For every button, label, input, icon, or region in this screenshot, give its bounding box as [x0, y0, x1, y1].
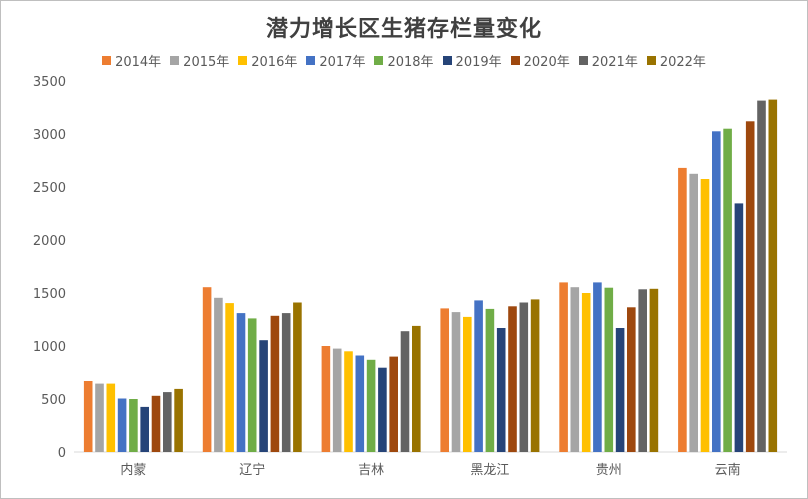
y-tick-label: 2500	[33, 181, 66, 196]
bar	[745, 121, 755, 453]
bar	[225, 303, 234, 452]
bar	[366, 359, 376, 452]
legend-label: 2022年	[659, 55, 706, 70]
bar	[570, 287, 580, 452]
x-tick-label: 黑龙江	[470, 463, 509, 478]
bar	[400, 331, 410, 452]
x-tick-label: 贵州	[596, 463, 622, 478]
legend-swatch	[170, 56, 180, 65]
y-tick-label: 1000	[33, 340, 66, 355]
y-tick-label: 2000	[33, 234, 66, 249]
bar	[627, 307, 636, 452]
bar	[712, 131, 721, 453]
bar	[83, 381, 93, 452]
bar	[321, 346, 331, 452]
bar	[129, 399, 138, 452]
legend-item-6: 2020年	[510, 51, 570, 70]
bar	[593, 282, 602, 452]
bar	[95, 383, 104, 452]
legend-swatch	[646, 56, 656, 65]
legend-swatch	[102, 56, 112, 65]
legend-item-1: 2015年	[170, 51, 229, 70]
legend-swatch	[306, 56, 316, 65]
legend-label: 2017年	[319, 55, 366, 70]
bar	[293, 302, 302, 452]
bar	[615, 328, 625, 452]
bar	[281, 313, 291, 452]
x-tick-label: 内蒙	[120, 462, 146, 478]
y-tick-label: 3000	[33, 128, 66, 143]
bar	[519, 302, 529, 452]
bar	[117, 398, 127, 452]
bar	[508, 306, 517, 453]
bar	[463, 316, 472, 452]
bar	[355, 355, 365, 452]
bar	[440, 308, 449, 452]
bar	[140, 406, 149, 452]
legend-label: 2018年	[387, 55, 434, 70]
y-tick-label: 500	[41, 393, 66, 408]
legend-item-7: 2021年	[578, 51, 638, 70]
legend-swatch	[374, 56, 384, 65]
bar	[106, 383, 116, 452]
y-tick-label: 3500	[33, 75, 66, 90]
bar	[270, 315, 280, 452]
bar	[332, 348, 342, 452]
legend-item-5: 2019年	[442, 51, 502, 70]
bar	[638, 289, 647, 452]
legend-label: 2016年	[251, 55, 298, 70]
bar	[559, 282, 568, 452]
legend-swatch	[238, 56, 248, 65]
bar	[474, 300, 483, 452]
legend-item-0: 2014年	[102, 51, 161, 70]
legend-swatch	[578, 56, 588, 65]
bar	[451, 312, 461, 452]
bar	[768, 99, 778, 452]
bar	[678, 167, 687, 452]
x-tick-label: 辽宁	[239, 462, 265, 478]
bar	[378, 367, 387, 452]
chart-title: 潜力增长区生猪存栏量变化	[265, 17, 542, 42]
bar	[412, 325, 421, 452]
legend-item-3: 2017年	[306, 51, 365, 70]
legend-label: 2021年	[591, 55, 638, 70]
legend-label: 2020年	[523, 55, 570, 70]
y-tick-label: 1500	[33, 287, 66, 302]
bar	[389, 356, 398, 452]
legend-label: 2019年	[455, 55, 502, 70]
chart-legend: 2014年 2015年 2016年 2017年 2018年 2019年 2020年 2021年…	[1, 51, 807, 70]
bar	[485, 308, 495, 452]
y-tick-label: 0	[58, 446, 66, 461]
bar	[151, 395, 161, 452]
bar	[700, 179, 710, 452]
bar	[530, 299, 540, 452]
x-tick-label: 吉林	[358, 463, 384, 478]
bar	[202, 287, 212, 452]
bar	[236, 313, 246, 452]
legend-label: 2015年	[183, 55, 230, 70]
bar	[344, 351, 353, 452]
bar	[734, 203, 744, 452]
bar	[214, 297, 223, 452]
legend-label: 2014年	[115, 55, 162, 70]
legend-swatch	[442, 56, 452, 65]
legend-item-2: 2016年	[238, 51, 297, 70]
legend-item-8: 2022年	[646, 51, 706, 70]
bar	[163, 392, 172, 452]
bar	[496, 328, 506, 452]
bar	[259, 340, 268, 452]
bar	[247, 318, 257, 452]
bar	[649, 288, 659, 452]
legend-item-4: 2018年	[374, 51, 434, 70]
bar	[689, 173, 698, 453]
bar	[581, 293, 591, 452]
x-tick-label: 云南	[715, 462, 741, 478]
legend-swatch	[510, 56, 520, 65]
bar	[757, 100, 766, 452]
bar	[723, 128, 732, 452]
bar	[604, 287, 614, 452]
bar	[174, 388, 183, 452]
